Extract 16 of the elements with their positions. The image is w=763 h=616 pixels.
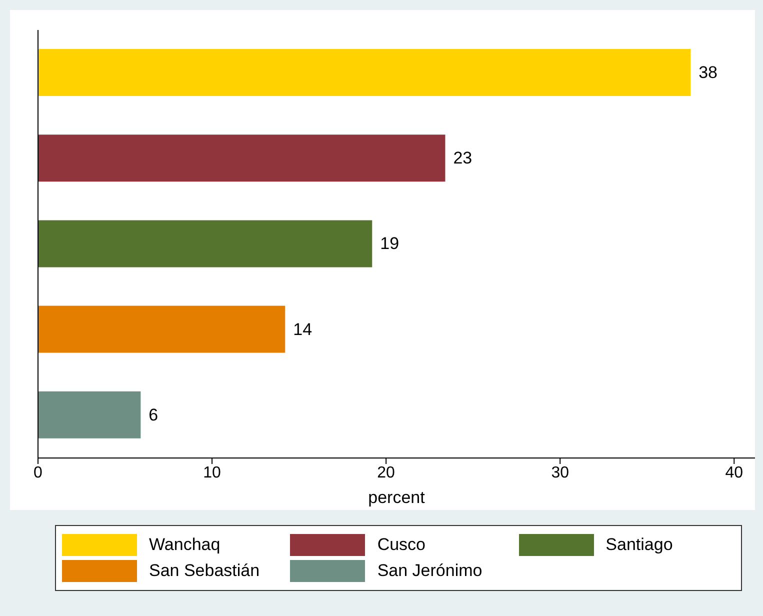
data-label: 6: [148, 405, 158, 424]
legend-label: Cusco: [377, 535, 426, 555]
legend-label: Santiago: [606, 535, 673, 555]
data-label: 19: [380, 234, 400, 254]
x-tick-label: 20: [377, 464, 396, 482]
x-tick-label: 0: [34, 464, 43, 482]
legend-label: Wanchaq: [149, 535, 220, 555]
x-tick-label: 10: [203, 464, 222, 482]
legend-label: San Jerónimo: [377, 561, 482, 581]
data-label: 14: [293, 320, 312, 339]
x-tick-label: 30: [551, 464, 570, 482]
x-tick-label: 40: [725, 464, 744, 482]
data-label: 38: [698, 63, 718, 82]
data-label: 23: [453, 148, 472, 168]
legend-label: San Sebastián: [149, 561, 260, 581]
x-axis-title: percent: [368, 488, 426, 507]
